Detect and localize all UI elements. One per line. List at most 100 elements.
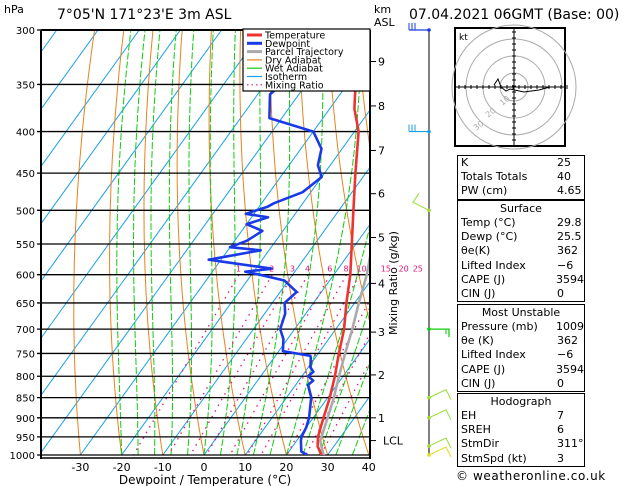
wet-adiabat-line <box>318 304 370 455</box>
datetime-title: 07.04.2021 06GMT (Base: 00) <box>409 7 620 23</box>
x-tick-label: 30 <box>321 461 335 474</box>
row-value: 6 <box>557 423 564 437</box>
km-tick-label: 5 <box>378 231 385 244</box>
wet-adiabat-line <box>168 30 177 455</box>
row-value: −6 <box>557 348 574 362</box>
dewpoint-profile <box>207 30 324 455</box>
row-key: PW (cm) <box>461 184 508 198</box>
surface-table: Surface Temp (°C) 29.8 Dewp (°C) 25.5 θe(K) 3… <box>457 200 585 303</box>
table-row: EH 7 <box>458 409 584 423</box>
wind-barbs <box>408 23 452 458</box>
row-value: 7 <box>557 409 564 422</box>
table-row: CAPE (J) 3594 <box>458 273 584 287</box>
table-row: CAPE (J) 3594 <box>458 363 584 377</box>
table-row: Pressure (mb) 1009 <box>458 320 584 334</box>
table-row: CIN (J) 0 <box>458 377 584 391</box>
copyright-footer: © weatheronline.co.uk <box>456 469 606 483</box>
table-row: SREH 6 <box>458 423 584 437</box>
km-tick-label: 7 <box>378 144 385 157</box>
mixing-ratio-label: 20 <box>399 265 409 274</box>
x-tick-label: 40 <box>362 461 376 474</box>
mixing-ratio-label: 4 <box>305 265 310 274</box>
mixing-ratio-label: 6 <box>327 265 332 274</box>
indices-table: K 25 Totals Totals 40 PW (cm) 4.65 <box>457 155 585 200</box>
row-key: Lifted Index <box>461 348 526 362</box>
row-value: 29.8 <box>557 216 582 229</box>
table-row: Dewp (°C) 25.5 <box>458 230 584 244</box>
row-key: θe(K) <box>461 244 491 258</box>
wet-adiabat-line <box>150 30 161 455</box>
pressure-tick-label: 850 <box>16 394 35 405</box>
legend-label: Isotherm <box>265 72 307 83</box>
km-tick-label: 8 <box>378 100 385 113</box>
mixing-ratio-label: 10 <box>356 265 366 274</box>
isotherm-line <box>41 30 181 225</box>
temperature-profile <box>316 30 360 455</box>
wind-barb <box>427 446 452 458</box>
km-label: km <box>374 3 392 16</box>
km-tick-label: 1 <box>378 412 385 425</box>
isotherm-line <box>41 30 264 339</box>
pressure-tick-label: 700 <box>16 325 35 336</box>
location-title: 7°05'N 171°23'E 3m ASL <box>57 7 232 23</box>
pressure-tick-label: 400 <box>16 128 35 139</box>
hodograph-title: Hodograph <box>490 395 552 408</box>
row-key: Pressure (mb) <box>461 320 538 333</box>
mixing-ratio-axis-label: Mixing Ratio (g/kg) <box>387 231 400 335</box>
row-key: StmDir <box>461 437 500 451</box>
dry-adiabat-line <box>73 30 96 455</box>
legend-label: Dewpoint <box>265 39 310 50</box>
wind-barb <box>427 409 452 421</box>
parcel-trajectory-profile <box>318 249 370 455</box>
wet-adiabat-line <box>116 30 132 455</box>
table-row: Temp (°C) 29.8 <box>458 216 584 230</box>
wet-adiabat-line <box>335 361 370 455</box>
most-unstable-table: Most Unstable Pressure (mb) 1009 θe (K) 362… <box>457 304 585 392</box>
row-key: Dewp (°C) <box>461 230 518 244</box>
row-value: −6 <box>557 258 574 272</box>
pressure-lines: 300 350 400 450 500 550 600 650 700 750 800 850 900 9… <box>10 26 370 462</box>
row-key: CIN (J) <box>461 286 496 300</box>
row-value: 3594 <box>556 272 584 286</box>
km-tick-label: LCL <box>383 435 404 448</box>
table-row: Lifted Index −6 <box>458 348 584 362</box>
row-value: 4.65 <box>557 184 582 198</box>
pressure-tick-label: 350 <box>16 80 35 91</box>
legend-label: Parcel Trajectory <box>265 47 344 58</box>
row-key: Totals Totals <box>461 170 528 184</box>
row-value: 362 <box>557 334 578 348</box>
row-key: CIN (J) <box>461 376 496 390</box>
table-row: Lifted Index −6 <box>458 259 584 273</box>
isotherm-line <box>244 280 370 455</box>
pressure-tick-label: 750 <box>16 349 35 360</box>
row-value: 40 <box>557 170 571 184</box>
legend-box <box>242 28 371 92</box>
x-tick-label: 20 <box>279 461 293 474</box>
axes: 1 2 3 4 6 8 10 15 20 25-30 -20 -10 0 10 20 30 40Dewpoint… <box>40 29 423 486</box>
table-row: K 25 <box>458 156 584 170</box>
wet-adiabat-line <box>203 30 214 455</box>
row-value: 1009 <box>556 320 584 333</box>
mixing-ratio-label: 8 <box>344 265 349 274</box>
isotherm-line <box>41 30 346 454</box>
hodograph-table: Hodograph EH 7 SREH 6 StmDir 311° StmSpd (kt) 3 <box>457 393 585 467</box>
row-value: 25 <box>557 156 571 169</box>
isotherm-line <box>203 223 370 455</box>
isotherm-line <box>41 30 223 282</box>
km-tick-label: 9 <box>378 55 385 68</box>
row-value: 3 <box>557 451 564 465</box>
mixing-ratio-line <box>168 274 273 455</box>
x-tick-label: -30 <box>71 461 89 474</box>
isotherm-line <box>41 30 305 397</box>
row-key: CAPE (J) <box>461 362 506 376</box>
km-tick-label: 2 <box>378 369 385 382</box>
legend-label: Dry Adiabat <box>265 55 322 66</box>
pressure-tick-label: 800 <box>16 372 35 383</box>
isotherm-line <box>41 30 140 168</box>
row-value: 0 <box>557 376 564 390</box>
pressure-tick-label: 950 <box>16 433 35 444</box>
row-value: 25.5 <box>557 230 582 244</box>
